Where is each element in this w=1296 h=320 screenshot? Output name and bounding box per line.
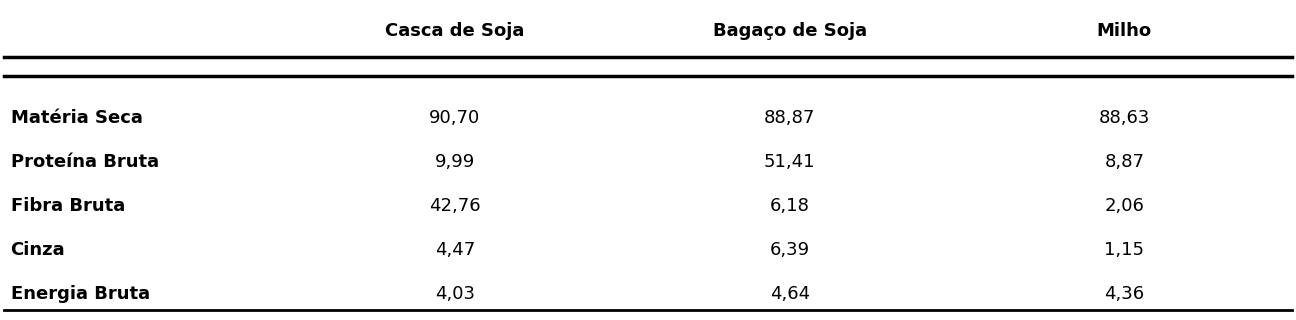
Text: Cinza: Cinza — [10, 241, 65, 259]
Text: 90,70: 90,70 — [429, 109, 481, 127]
Text: 6,39: 6,39 — [770, 241, 810, 259]
Text: Milho: Milho — [1096, 22, 1152, 40]
Text: 42,76: 42,76 — [429, 197, 481, 215]
Text: Matéria Seca: Matéria Seca — [10, 109, 143, 127]
Text: Fibra Bruta: Fibra Bruta — [10, 197, 124, 215]
Text: Proteína Bruta: Proteína Bruta — [10, 153, 158, 171]
Text: 4,03: 4,03 — [435, 285, 474, 303]
Text: 4,36: 4,36 — [1104, 285, 1144, 303]
Text: 8,87: 8,87 — [1104, 153, 1144, 171]
Text: Bagaço de Soja: Bagaço de Soja — [713, 22, 867, 40]
Text: Casca de Soja: Casca de Soja — [385, 22, 525, 40]
Text: 1,15: 1,15 — [1104, 241, 1144, 259]
Text: 6,18: 6,18 — [770, 197, 810, 215]
Text: 51,41: 51,41 — [763, 153, 815, 171]
Text: 4,64: 4,64 — [770, 285, 810, 303]
Text: 88,63: 88,63 — [1099, 109, 1150, 127]
Text: 9,99: 9,99 — [434, 153, 474, 171]
Text: 4,47: 4,47 — [434, 241, 474, 259]
Text: 88,87: 88,87 — [763, 109, 815, 127]
Text: Energia Bruta: Energia Bruta — [10, 285, 150, 303]
Text: 2,06: 2,06 — [1104, 197, 1144, 215]
